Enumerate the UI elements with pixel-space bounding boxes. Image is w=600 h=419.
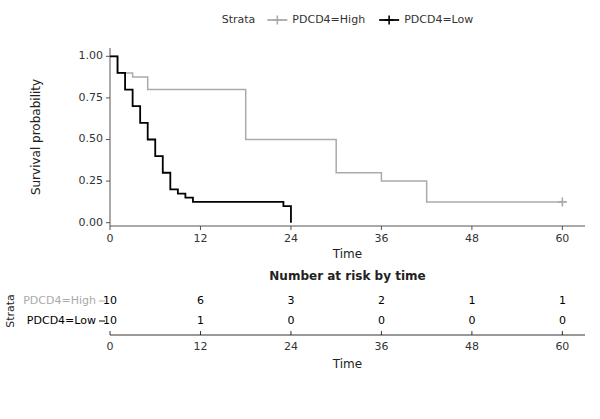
risk-count: 1 [559, 294, 566, 307]
table-y-label: Strata [4, 294, 17, 328]
risk-count: 3 [287, 294, 294, 307]
risk-count: 6 [197, 294, 204, 307]
legend-label: PDCD4=High [292, 13, 365, 26]
x-tick-label: 36 [374, 232, 388, 245]
y-tick-label: 0.75 [79, 91, 104, 104]
y-tick-label: 0.00 [79, 216, 104, 229]
table-tick [200, 331, 201, 335]
row-label: PDCD4=Low [27, 314, 96, 327]
x-tick-label: 0 [107, 232, 114, 245]
x-tick-label: 12 [193, 232, 207, 245]
legend: Strata PDCD4=High PDCD4=Low [222, 13, 474, 26]
x-axis-line [110, 226, 585, 227]
table-tick [471, 331, 472, 335]
risk-count: 1 [197, 314, 204, 327]
legend-label: PDCD4=Low [404, 13, 473, 26]
table-tick [110, 331, 111, 335]
table-title: Number at risk by time [269, 269, 425, 283]
risk-count: 0 [468, 314, 475, 327]
y-tick-label: 0.25 [79, 174, 104, 187]
y-axis-label: Survival probability [29, 79, 43, 195]
table-tick-label: 36 [374, 340, 388, 353]
axes: 0.00 0.25 0.50 0.75 1.00 0 12 24 36 48 60 Time Survi… [29, 48, 585, 261]
risk-count: 10 [103, 294, 117, 307]
x-tick [471, 226, 472, 230]
table-tick-label: 48 [465, 340, 479, 353]
plot-area [110, 56, 567, 222]
x-tick [290, 226, 291, 230]
table-axis-line [110, 335, 585, 336]
x-tick [110, 226, 111, 230]
x-tick-label: 24 [284, 232, 298, 245]
table-tick-label: 12 [193, 340, 207, 353]
table-x-label: Time [332, 357, 362, 371]
x-tick [381, 226, 382, 230]
censor-mark [558, 197, 567, 206]
x-tick-label: 48 [465, 232, 479, 245]
risk-count: 10 [103, 314, 117, 327]
x-tick [200, 226, 201, 230]
y-tick-label: 0.50 [79, 132, 104, 145]
legend-marker [273, 16, 282, 25]
legend-item: PDCD4=High [267, 13, 365, 26]
table-tick [290, 331, 291, 335]
table-tick-label: 0 [107, 340, 114, 353]
y-tick [106, 56, 110, 57]
row-label: PDCD4=High [23, 294, 96, 307]
x-tick [562, 226, 563, 230]
risk-count: 2 [378, 294, 385, 307]
risk-count: 1 [468, 294, 475, 307]
chart: Strata PDCD4=High PDCD4=Low 0.00 0.25 0.50 0.7… [0, 0, 600, 419]
risk-count: 0 [559, 314, 566, 327]
risk-table: Number at risk by timePDCD4=High1063211P… [4, 269, 585, 371]
x-tick-label: 60 [555, 232, 569, 245]
survival-curve [110, 56, 562, 202]
table-tick-label: 24 [284, 340, 298, 353]
y-tick [106, 97, 110, 98]
survival-curve [110, 56, 291, 222]
x-axis-label: Time [332, 247, 362, 261]
y-tick [106, 181, 110, 182]
table-tick [381, 331, 382, 335]
y-axis-line [110, 48, 111, 226]
legend-marker [385, 16, 394, 25]
risk-count: 0 [378, 314, 385, 327]
table-tick [562, 331, 563, 335]
legend-title: Strata [222, 13, 256, 26]
y-tick [106, 139, 110, 140]
legend-item: PDCD4=Low [379, 13, 473, 26]
table-tick-label: 60 [555, 340, 569, 353]
y-tick-label: 1.00 [79, 49, 104, 62]
y-tick [106, 222, 110, 223]
background [0, 0, 600, 419]
risk-count: 0 [287, 314, 294, 327]
